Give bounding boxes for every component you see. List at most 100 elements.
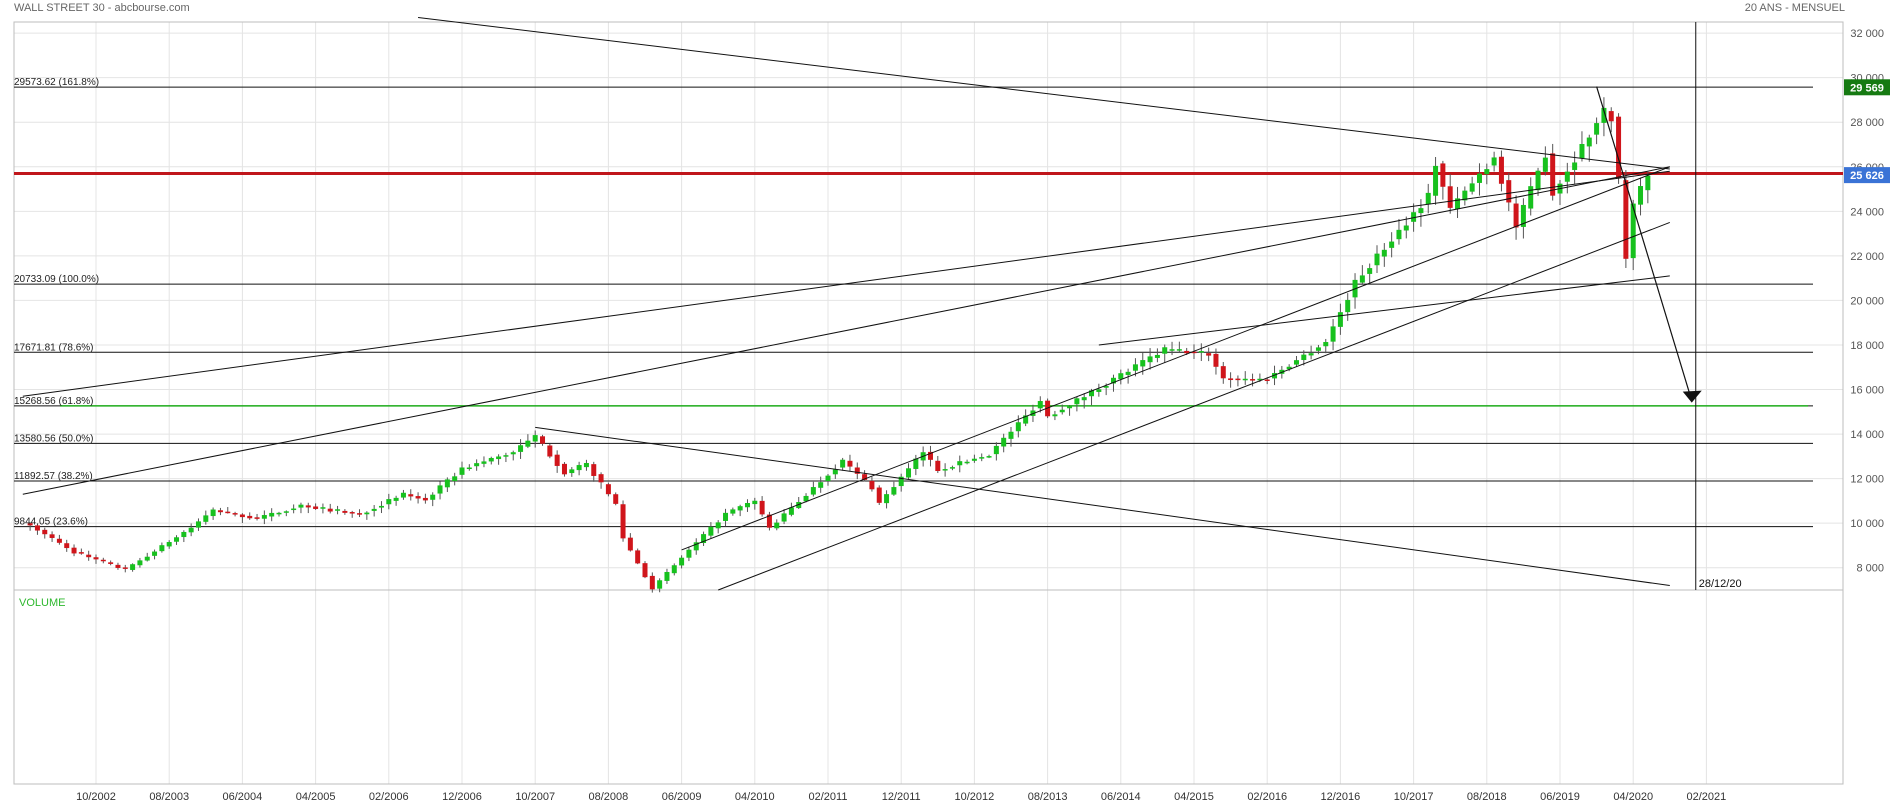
candle-body	[671, 565, 677, 574]
candle-body	[1645, 175, 1651, 191]
candle-body	[254, 517, 260, 519]
x-tick-label: 08/2008	[589, 791, 629, 803]
candle-body	[1176, 349, 1182, 351]
candle-body	[737, 506, 743, 511]
candle-body	[239, 514, 245, 518]
candle-body	[759, 500, 765, 515]
candle-body	[569, 469, 575, 474]
candle-body	[723, 512, 729, 521]
fib-level-label: 9844.05 (23.6%)	[14, 517, 88, 528]
candle-body	[1564, 171, 1570, 182]
candle-body	[693, 542, 699, 551]
candle-body	[1169, 349, 1175, 351]
y-tick-label: 24 000	[1850, 206, 1884, 218]
candle-body	[884, 494, 890, 504]
candle-body	[481, 461, 487, 464]
candle-body	[291, 508, 297, 511]
candle-body	[64, 543, 70, 549]
fib-level-label: 17671.81 (78.6%)	[14, 342, 94, 353]
fib-level-label: 15268.56 (61.8%)	[14, 396, 94, 407]
y-tick-label: 12 000	[1850, 474, 1884, 486]
candle-body	[1506, 180, 1512, 203]
candle-body	[1132, 364, 1138, 371]
fib-level-label: 13580.56 (50.0%)	[14, 433, 94, 444]
candle-body	[1147, 356, 1153, 363]
candle-body	[971, 458, 977, 461]
x-tick-label: 08/2003	[149, 791, 189, 803]
x-tick-label: 06/2019	[1540, 791, 1580, 803]
candle-body	[1140, 360, 1146, 367]
candle-body	[203, 515, 209, 522]
candle-body	[1542, 157, 1548, 172]
candle-body	[605, 484, 611, 495]
candle-body	[701, 534, 707, 544]
candle-body	[49, 534, 55, 538]
candle-body	[1630, 203, 1636, 259]
candle-body	[532, 435, 538, 442]
candle-body	[1315, 347, 1321, 351]
candle-body	[166, 542, 172, 547]
y-tick-label: 16 000	[1850, 385, 1884, 397]
x-tick-label: 04/2020	[1613, 791, 1653, 803]
candle-body	[144, 556, 150, 561]
candle-body	[503, 455, 509, 457]
candle-body	[847, 460, 853, 467]
trendline	[681, 166, 1670, 551]
x-tick-label: 06/2004	[223, 791, 263, 803]
candle-body	[561, 463, 567, 475]
fib-level-label: 20733.09 (100.0%)	[14, 274, 99, 285]
y-tick-label: 32 000	[1850, 28, 1884, 40]
candle-body	[1001, 437, 1007, 447]
candle-body	[1418, 208, 1424, 214]
candle-body	[832, 469, 838, 475]
trendline	[718, 222, 1670, 591]
candle-body	[1301, 354, 1307, 361]
candle-body	[261, 515, 267, 519]
candle-body	[298, 504, 304, 508]
candle-body	[188, 527, 194, 533]
price-tag-label: 29 569	[1850, 82, 1884, 94]
candle-body	[1425, 192, 1431, 205]
x-tick-label: 12/2006	[442, 791, 482, 803]
candle-body	[459, 467, 465, 475]
candle-body	[993, 445, 999, 455]
candle-body	[378, 505, 384, 508]
candle-body	[708, 526, 714, 536]
candle-body	[1359, 275, 1365, 283]
candle-body	[547, 445, 553, 457]
candle-body	[810, 487, 816, 495]
candle-body	[1462, 190, 1468, 201]
candle-body	[510, 452, 516, 455]
candle-body	[1059, 409, 1065, 413]
candle-body	[305, 505, 311, 508]
candle-body	[840, 459, 846, 468]
candle-body	[598, 474, 604, 483]
x-tick-label: 04/2015	[1174, 791, 1214, 803]
candle-body	[1520, 204, 1526, 227]
trendline	[22, 166, 1670, 495]
candle-body	[627, 537, 633, 551]
candle-body	[430, 494, 436, 500]
candle-body	[986, 456, 992, 458]
candle-body	[825, 475, 831, 482]
candle-body	[100, 559, 106, 562]
candle-body	[1455, 198, 1461, 210]
y-tick-label: 20 000	[1850, 295, 1884, 307]
candle-body	[957, 461, 963, 466]
projection-arrow-line	[1596, 86, 1693, 401]
candle-body	[1067, 406, 1073, 409]
candle-body	[1184, 350, 1190, 354]
candle-body	[195, 521, 201, 528]
candle-body	[78, 552, 84, 554]
x-tick-label: 10/2017	[1394, 791, 1434, 803]
candle-body	[364, 512, 370, 515]
y-tick-label: 28 000	[1850, 117, 1884, 129]
candle-body	[1403, 225, 1409, 231]
candle-body	[1308, 353, 1314, 356]
candle-body	[488, 457, 494, 462]
candle-body	[357, 513, 363, 515]
candle-body	[964, 461, 970, 464]
candle-body	[554, 454, 560, 466]
candle-body	[862, 474, 868, 480]
